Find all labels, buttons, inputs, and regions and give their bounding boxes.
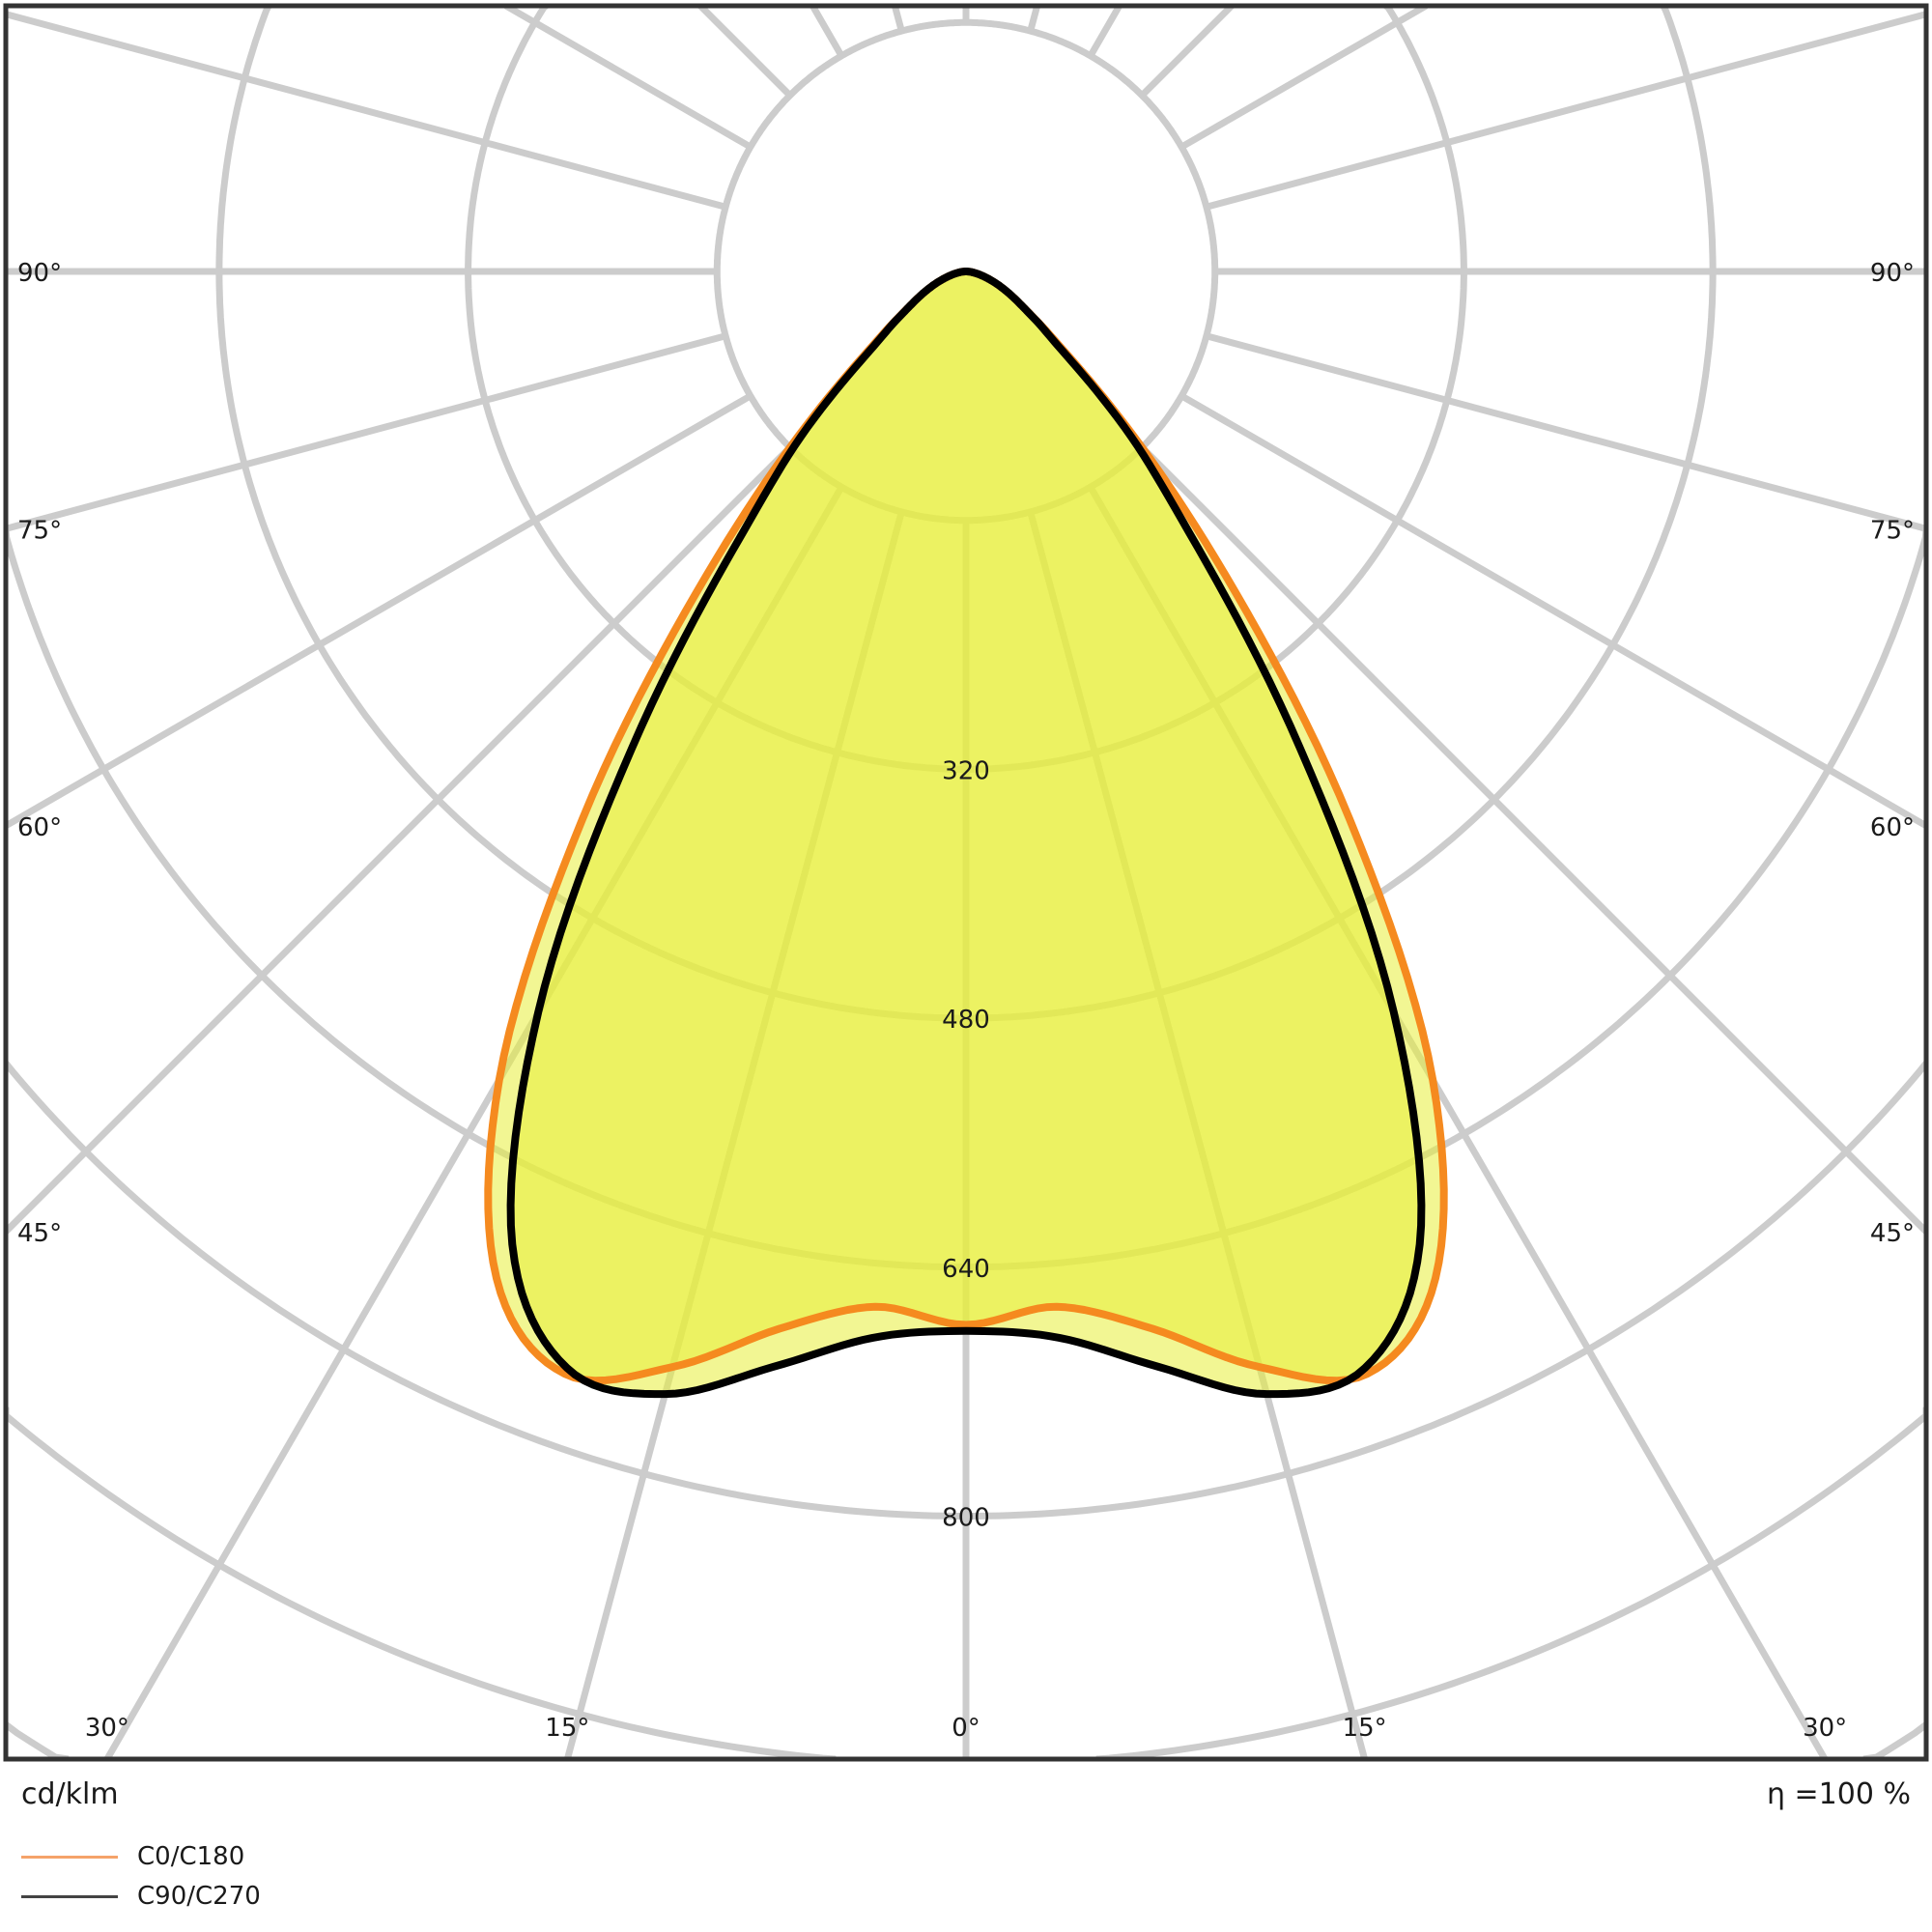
angle-label-bottom: 30° bbox=[1803, 1714, 1847, 1743]
grid-spoke bbox=[1206, 332, 1926, 532]
series-line-c90-c270 bbox=[506, 268, 1426, 1399]
grid-ring bbox=[1095, 1406, 1926, 1759]
angle-label-bottom: 15° bbox=[1343, 1714, 1387, 1743]
radial-tick-label: 800 bbox=[942, 1504, 990, 1533]
grid-ring bbox=[6, 1406, 837, 1759]
grid-spoke bbox=[891, 6, 905, 32]
radial-tick-label: 480 bbox=[942, 1006, 990, 1035]
grid-ring bbox=[6, 1721, 70, 1759]
angle-label-right: 90° bbox=[1870, 259, 1915, 288]
axis-labels: 320 480 640 800 90° 90° 75° 75° 60° 60° 45° 45° 30° 1… bbox=[17, 259, 1915, 1743]
legend-label: C90/C270 bbox=[137, 1882, 261, 1911]
legend-swatch-black bbox=[21, 1894, 118, 1898]
grid-spoke bbox=[1087, 6, 1122, 58]
grid-spoke bbox=[1027, 6, 1041, 32]
grid-spoke bbox=[697, 6, 793, 99]
angle-label-bottom: 30° bbox=[85, 1714, 129, 1743]
grid-ring bbox=[966, 1061, 1926, 1520]
angle-label-left: 90° bbox=[17, 259, 62, 288]
angle-label-left: 45° bbox=[17, 1219, 62, 1248]
curve-fill-1 bbox=[510, 271, 1422, 1395]
unit-label: cd/klm bbox=[21, 1777, 119, 1811]
radial-tick-label: 640 bbox=[942, 1255, 990, 1284]
grid-ring bbox=[6, 1061, 966, 1520]
radial-tick-label: 320 bbox=[942, 756, 990, 785]
efficiency-label: η =100 % bbox=[1767, 1777, 1911, 1811]
grid-spoke bbox=[810, 6, 845, 58]
grid-spoke bbox=[1206, 11, 1926, 211]
legend-item-c0: C0/C180 bbox=[21, 1842, 244, 1871]
angle-label-right: 45° bbox=[1870, 1219, 1915, 1248]
curve-lines bbox=[484, 268, 1448, 1399]
angle-label-left: 75° bbox=[17, 516, 62, 545]
grid-spoke bbox=[1139, 6, 1235, 99]
legend-label: C0/C180 bbox=[137, 1842, 245, 1871]
grid-spoke bbox=[6, 392, 753, 829]
angle-label-bottom: 0° bbox=[952, 1714, 980, 1743]
angle-label-right: 75° bbox=[1870, 516, 1915, 545]
angle-label-bottom: 15° bbox=[545, 1714, 589, 1743]
curve-fills bbox=[488, 271, 1444, 1395]
grid-spoke bbox=[1179, 392, 1926, 829]
grid-spoke bbox=[6, 444, 793, 1235]
grid-spoke bbox=[6, 332, 726, 532]
grid-spoke bbox=[503, 6, 753, 151]
legend-item-c90: C90/C270 bbox=[21, 1882, 261, 1911]
legend-swatch-orange bbox=[21, 1855, 118, 1859]
angle-label-left: 60° bbox=[17, 813, 62, 842]
angle-label-right: 60° bbox=[1870, 813, 1915, 842]
grid-spoke bbox=[1139, 444, 1926, 1235]
grid-ring bbox=[1862, 1721, 1926, 1759]
chart-frame bbox=[3, 3, 1929, 1762]
grid-spoke bbox=[1179, 6, 1429, 151]
grid-spoke bbox=[6, 11, 726, 211]
